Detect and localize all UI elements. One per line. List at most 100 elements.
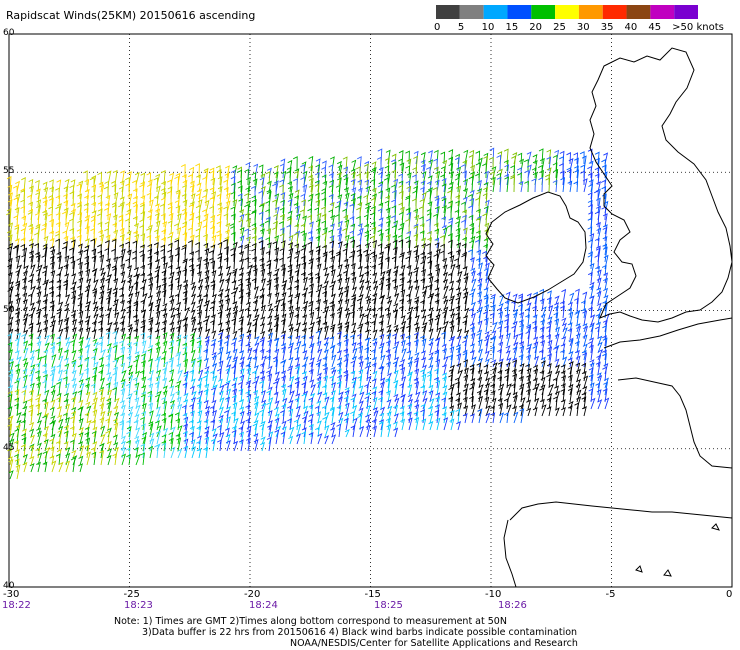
wind-barb <box>415 286 419 297</box>
wind-barb <box>134 390 138 402</box>
wind-barb <box>394 395 398 402</box>
wind-barb <box>79 380 83 388</box>
wind-barb <box>21 255 25 269</box>
wind-barb <box>239 220 243 234</box>
wind-barb <box>393 428 397 437</box>
wind-barb <box>337 312 341 326</box>
wind-barb <box>259 191 263 206</box>
wind-barb <box>176 339 180 353</box>
wind-barb <box>226 441 230 451</box>
wind-barb <box>293 179 297 192</box>
wind-barb <box>127 231 131 241</box>
wind-barb <box>332 355 336 367</box>
wind-barb <box>211 420 215 430</box>
wind-barb <box>93 302 97 311</box>
wind-barb <box>596 383 600 395</box>
wind-barb <box>223 207 227 220</box>
wind-barb <box>16 270 20 283</box>
wind-barb <box>154 445 158 458</box>
wind-barb <box>77 184 81 199</box>
wind-barb <box>288 300 292 311</box>
wind-barb <box>449 355 453 367</box>
wind-barb <box>504 413 508 423</box>
wind-barb <box>224 341 228 353</box>
wind-barb <box>44 427 48 437</box>
wind-barb <box>294 256 298 269</box>
wind-barb <box>50 187 54 199</box>
wind-barb <box>301 273 305 283</box>
wind-barb <box>190 185 194 199</box>
wind-barb <box>125 242 129 255</box>
wind-barb <box>561 178 565 192</box>
wind-barb <box>260 371 264 381</box>
graticule <box>9 34 732 587</box>
wind-barb <box>203 320 207 332</box>
wind-barb <box>442 365 446 374</box>
wind-barb <box>349 256 353 269</box>
colorbar-label: 10 <box>482 22 495 33</box>
wind-barb <box>549 385 553 395</box>
wind-barb <box>300 210 304 220</box>
wind-barb <box>176 174 180 185</box>
wind-barb <box>118 256 122 269</box>
wind-barb <box>549 306 553 318</box>
wind-barb <box>146 228 150 241</box>
wind-barb <box>107 456 111 465</box>
wind-barb <box>478 409 482 423</box>
wind-barb <box>461 255 465 269</box>
wind-barb <box>218 294 222 304</box>
wind-barb <box>456 288 460 297</box>
wind-barb <box>330 337 334 346</box>
wind-barb <box>561 400 565 409</box>
wind-barb <box>461 165 465 178</box>
wind-barb <box>191 302 195 311</box>
wind-barb <box>442 217 446 227</box>
wind-barb <box>542 405 546 416</box>
wind-barb <box>533 327 537 339</box>
wind-barb <box>8 407 12 416</box>
wind-barb <box>568 389 572 402</box>
wind-barb <box>63 377 67 388</box>
wind-barb <box>371 198 375 213</box>
wind-barb <box>226 352 230 360</box>
wind-barb <box>533 379 537 389</box>
wind-barb <box>100 268 104 276</box>
wind-barb <box>133 315 137 325</box>
wind-barb <box>405 219 409 234</box>
wind-barb <box>308 304 312 318</box>
wind-barb <box>542 307 546 318</box>
wind-barb <box>43 462 47 472</box>
wind-barb <box>365 281 369 290</box>
wind-barb <box>330 376 334 388</box>
wind-barb <box>447 191 451 206</box>
wind-barb <box>85 433 89 444</box>
wind-barb <box>316 200 320 213</box>
wind-barb <box>170 323 174 333</box>
wind-barb <box>226 369 230 382</box>
wind-barb <box>555 408 559 416</box>
wind-barb <box>210 321 214 332</box>
wind-barb <box>302 162 306 171</box>
wind-barb <box>499 413 503 423</box>
wind-barb <box>149 411 153 423</box>
wind-barb <box>392 257 396 269</box>
time-label: 18:25 <box>374 600 403 611</box>
wind-barb <box>233 442 237 451</box>
wind-barb <box>281 432 285 444</box>
wind-barb <box>477 391 481 402</box>
wind-barb <box>385 246 389 262</box>
wind-barb <box>182 194 186 206</box>
wind-barb <box>540 336 544 346</box>
wind-barb <box>358 267 362 276</box>
colorbar-label: 5 <box>458 22 464 33</box>
wind-barb <box>475 240 479 255</box>
wind-barb <box>589 375 593 388</box>
wind-barb <box>87 279 91 290</box>
wind-barb <box>470 414 474 423</box>
wind-barb <box>62 247 66 262</box>
wind-barb <box>568 181 572 192</box>
wind-barb <box>395 294 399 304</box>
wind-barb <box>443 280 447 290</box>
latitude-label: 60 <box>3 28 14 38</box>
wind-barb <box>597 400 601 409</box>
